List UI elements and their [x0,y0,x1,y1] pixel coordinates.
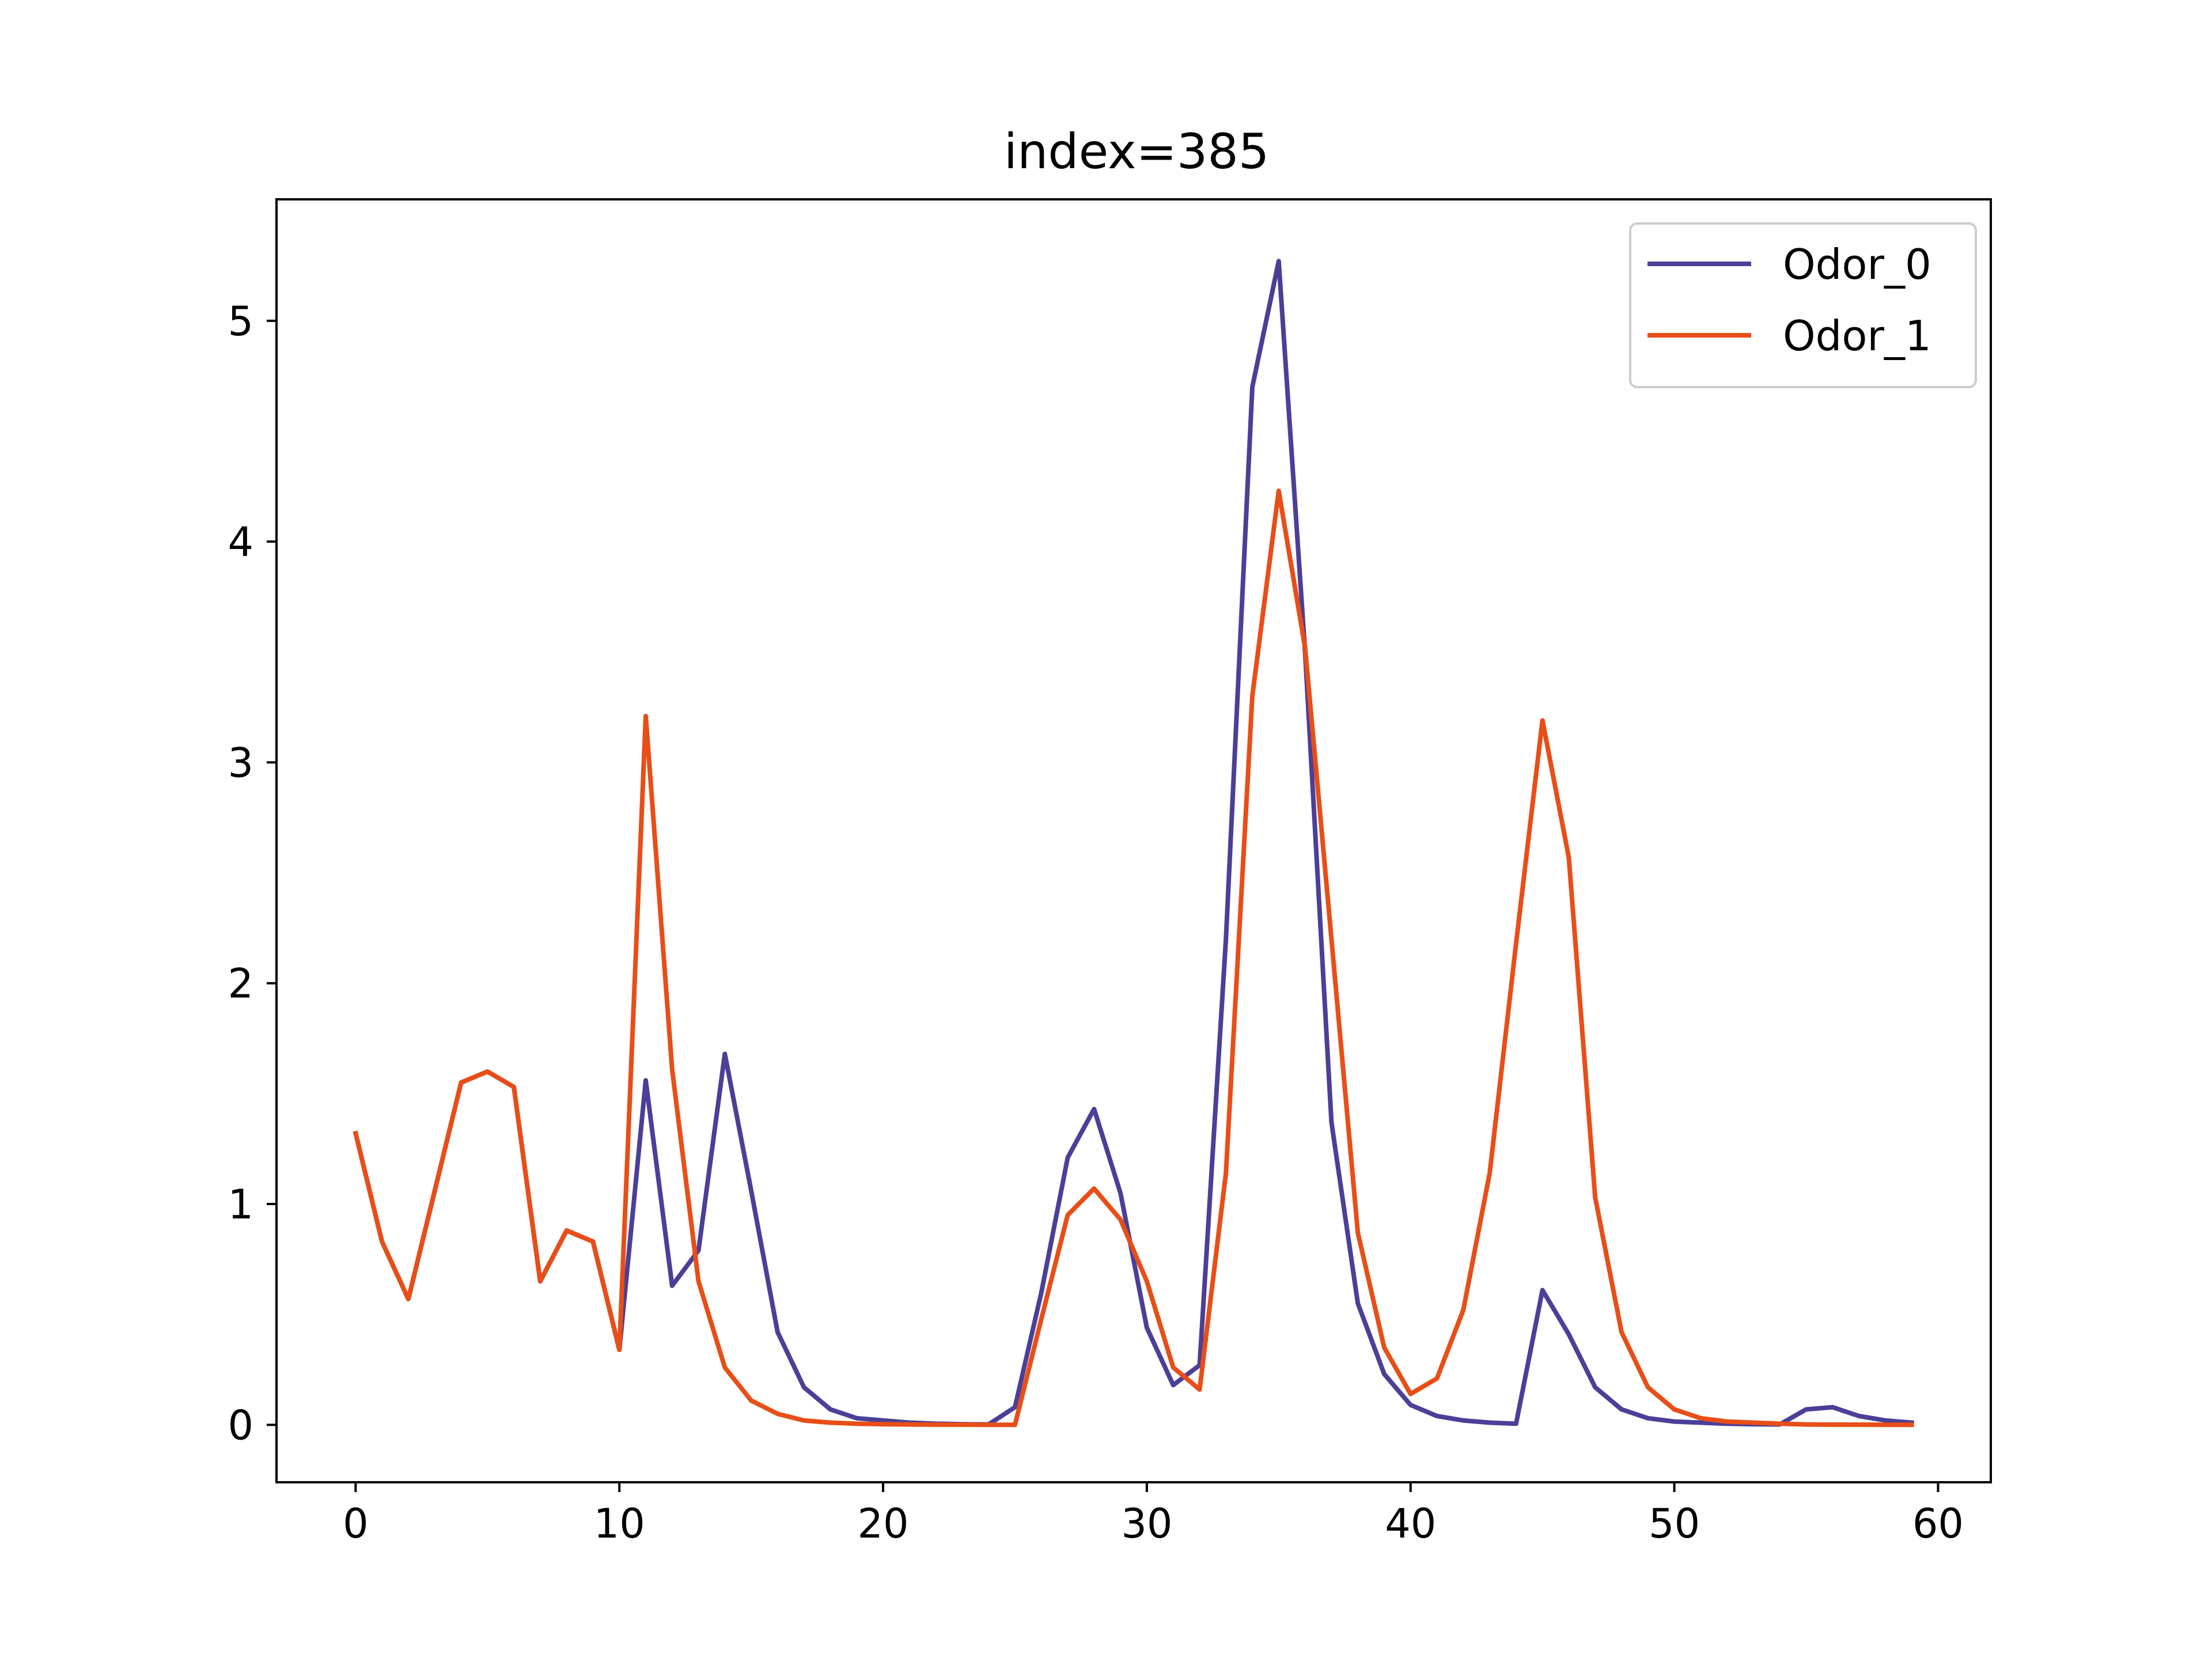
y-tick-label: 2 [228,960,253,1008]
x-axis: 0 10 20 30 40 50 60 [343,1482,1964,1547]
y-axis: 0 1 2 3 4 5 [228,298,276,1449]
x-tick-label: 10 [594,1500,645,1547]
legend: Odor_0 Odor_1 [1629,222,1977,388]
x-tick-label: 30 [1121,1500,1172,1547]
plot-area-frame [275,198,1992,1483]
x-tick-label: 20 [858,1500,909,1547]
legend-label-2: Odor_1 [1783,312,1931,360]
y-tick-label: 4 [228,518,253,566]
chart-title: index=385 [1004,123,1270,180]
series-layer [353,259,1914,1428]
x-tick-label: 40 [1385,1500,1436,1547]
y-tick-label: 3 [228,739,253,786]
x-tick-label: 50 [1649,1500,1700,1547]
y-tick-label: 0 [228,1402,253,1449]
legend-label-1: Odor_0 [1783,240,1931,289]
x-tick-label: 0 [343,1500,369,1547]
x-tick-label: 60 [1912,1500,1964,1547]
y-tick-label: 5 [228,298,253,345]
series-line-2 [353,489,1914,1428]
y-tick-label: 1 [228,1181,253,1228]
